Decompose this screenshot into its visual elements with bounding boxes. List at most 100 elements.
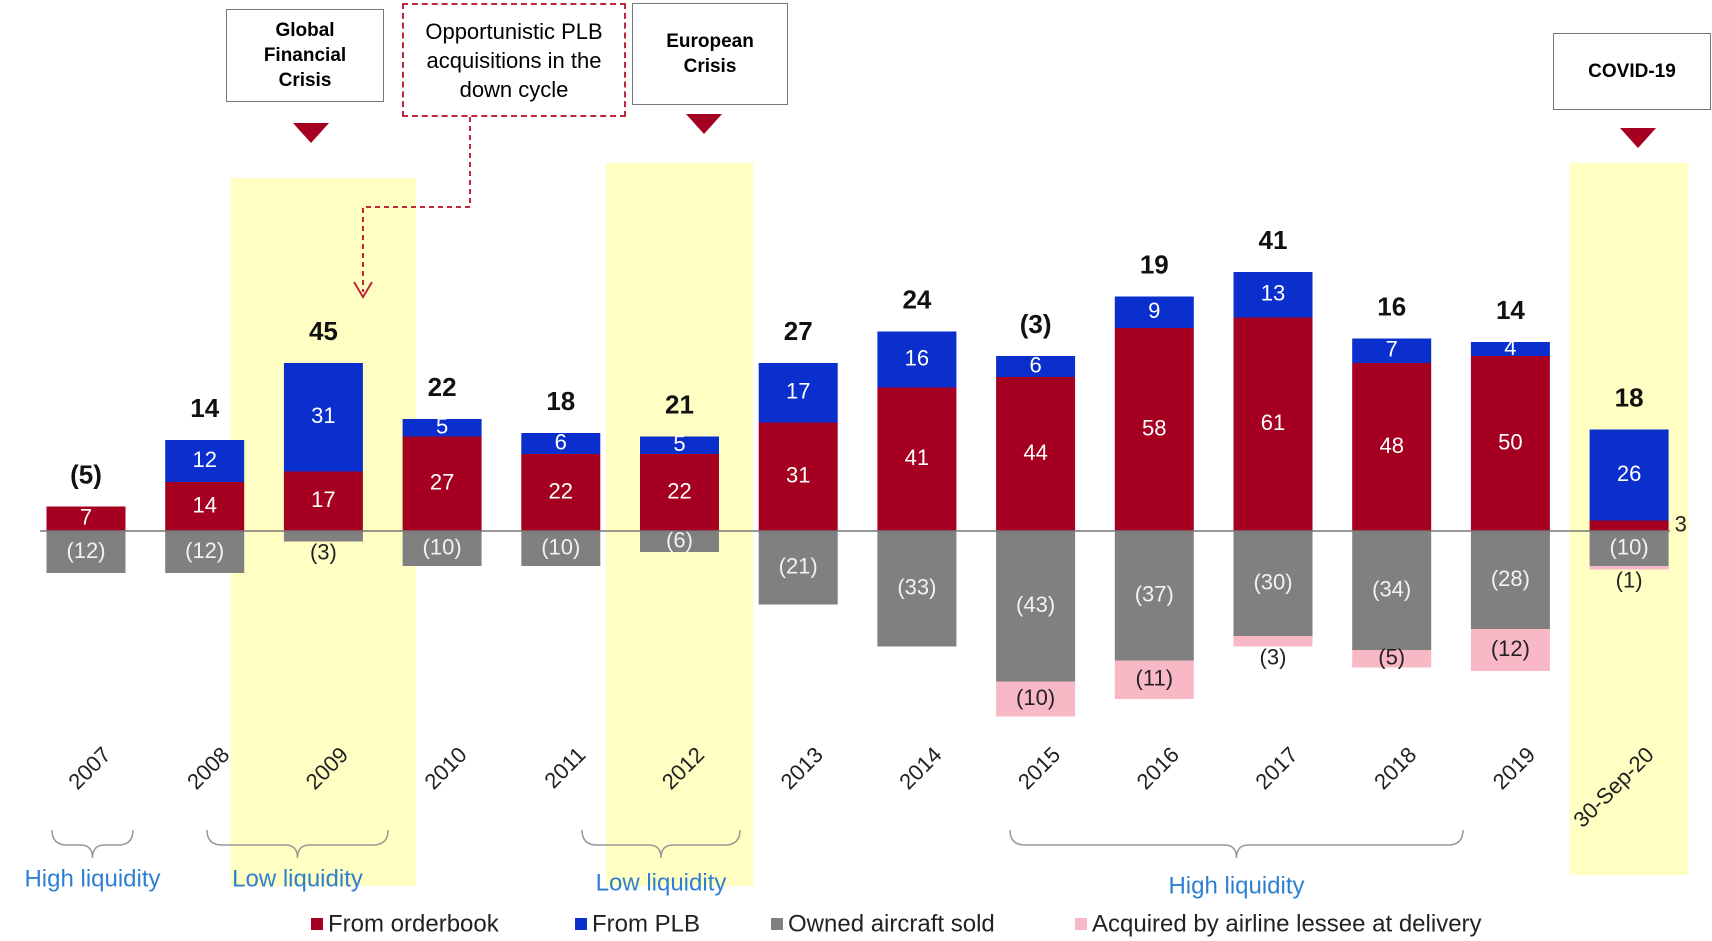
bar-segment <box>1233 317 1313 531</box>
total-label: 21 <box>665 389 694 419</box>
liquidity-label: High liquidity <box>24 865 160 892</box>
liquidity-brace <box>51 829 134 859</box>
segment-label: 50 <box>1498 429 1522 454</box>
bar-segment <box>996 531 1076 682</box>
bar-segment <box>1233 531 1313 636</box>
bar-segment <box>283 471 363 531</box>
total-label: (3) <box>1020 309 1052 339</box>
segment-label: (5) <box>1378 645 1405 670</box>
x-tick-label: 2014 <box>894 742 946 794</box>
bar-segment <box>996 681 1076 717</box>
total-label: 24 <box>902 284 931 314</box>
segment-label: 12 <box>192 447 216 472</box>
legend-swatch <box>311 918 323 930</box>
bar-segment <box>521 433 601 454</box>
x-tick-label: 2016 <box>1132 742 1184 794</box>
liquidity-label: Low liquidity <box>232 865 363 892</box>
segment-label: 48 <box>1379 433 1403 458</box>
total-label: 27 <box>784 316 813 346</box>
bar-segment <box>1233 272 1313 318</box>
segment-label: (10) <box>1016 685 1055 710</box>
total-label: 18 <box>1615 382 1644 412</box>
x-tick-label: 2008 <box>182 742 234 794</box>
dashed-arrow <box>362 117 471 292</box>
pointer-triangle <box>1620 128 1656 148</box>
x-tick-label: 2011 <box>539 742 590 793</box>
total-label: 41 <box>1259 225 1288 255</box>
x-tick-label: 2018 <box>1369 742 1421 794</box>
bar-segment <box>877 331 957 388</box>
bar-segment <box>996 377 1076 531</box>
segment-label: (3) <box>1260 644 1287 669</box>
bar-segment <box>1233 636 1313 647</box>
segment-label: (1) <box>1616 567 1643 592</box>
bar-segment <box>521 454 601 531</box>
total-label: 14 <box>1496 295 1525 325</box>
liquidity-brace <box>206 829 389 859</box>
annotation-box: Opportunistic PLB acquisitions in the do… <box>402 3 626 117</box>
segment-label: 31 <box>786 463 810 488</box>
bar-segment <box>758 531 838 605</box>
legend-label: From PLB <box>592 910 700 937</box>
segment-label: 17 <box>311 487 335 512</box>
bar-segment <box>877 531 957 647</box>
bar-segment <box>758 363 838 423</box>
segment-label: 44 <box>1023 440 1047 465</box>
annotation-box: European Crisis <box>632 3 788 105</box>
bar-segment <box>1470 342 1550 356</box>
bar-segment <box>1589 566 1669 570</box>
bar-segment <box>165 440 245 482</box>
segment-label: 7 <box>1386 337 1398 362</box>
bar-segment <box>402 436 482 531</box>
bar-segment <box>283 531 363 542</box>
liquidity-label: Low liquidity <box>596 869 727 896</box>
bar-segment <box>877 387 957 531</box>
bar-segment <box>165 482 245 531</box>
segment-label: 6 <box>1029 352 1041 377</box>
x-tick-label: 2015 <box>1013 742 1065 794</box>
segment-label: 9 <box>1148 298 1160 323</box>
x-tick-label: 2019 <box>1488 742 1540 794</box>
segment-label: (34) <box>1372 576 1411 601</box>
bar-segment <box>46 506 126 531</box>
segment-label: (12) <box>66 538 105 563</box>
segment-label: 13 <box>1261 281 1285 306</box>
segment-label: 58 <box>1142 415 1166 440</box>
total-label: 14 <box>190 393 219 423</box>
total-label: 19 <box>1140 249 1169 279</box>
liquidity-label: High liquidity <box>1168 872 1304 899</box>
x-tick-label: 2007 <box>63 742 115 794</box>
bar-segment <box>1352 363 1432 531</box>
total-label: 18 <box>546 386 575 416</box>
bar-segment <box>640 454 719 531</box>
segment-label: 22 <box>549 478 573 503</box>
legend-swatch <box>1075 918 1087 930</box>
bar-segment <box>283 363 363 472</box>
total-label: 16 <box>1377 291 1406 321</box>
bar-segment <box>521 531 601 566</box>
segment-label: 31 <box>311 403 335 428</box>
segment-label: 41 <box>905 445 929 470</box>
legend-label: From orderbook <box>328 910 500 937</box>
segment-label: (37) <box>1135 582 1174 607</box>
bar-segment <box>1114 328 1194 531</box>
annotation-box: COVID-19 <box>1553 33 1711 110</box>
segment-label: (33) <box>897 575 936 600</box>
segment-label: (12) <box>1491 636 1530 661</box>
segment-label: 16 <box>905 345 929 370</box>
total-label: 22 <box>428 372 457 402</box>
bar-segment <box>1589 520 1669 531</box>
segment-label: 3 <box>1675 512 1687 537</box>
segment-label: (21) <box>779 554 818 579</box>
legend-label: Owned aircraft sold <box>788 910 995 937</box>
bar-segment <box>165 531 245 573</box>
total-label: 45 <box>309 316 338 346</box>
segment-label: 14 <box>192 492 216 517</box>
x-tick-label: 2010 <box>419 742 471 794</box>
legend-swatch <box>771 918 783 930</box>
bar-segment <box>402 419 482 437</box>
total-label: (5) <box>70 459 102 489</box>
segment-label: 27 <box>430 470 454 495</box>
